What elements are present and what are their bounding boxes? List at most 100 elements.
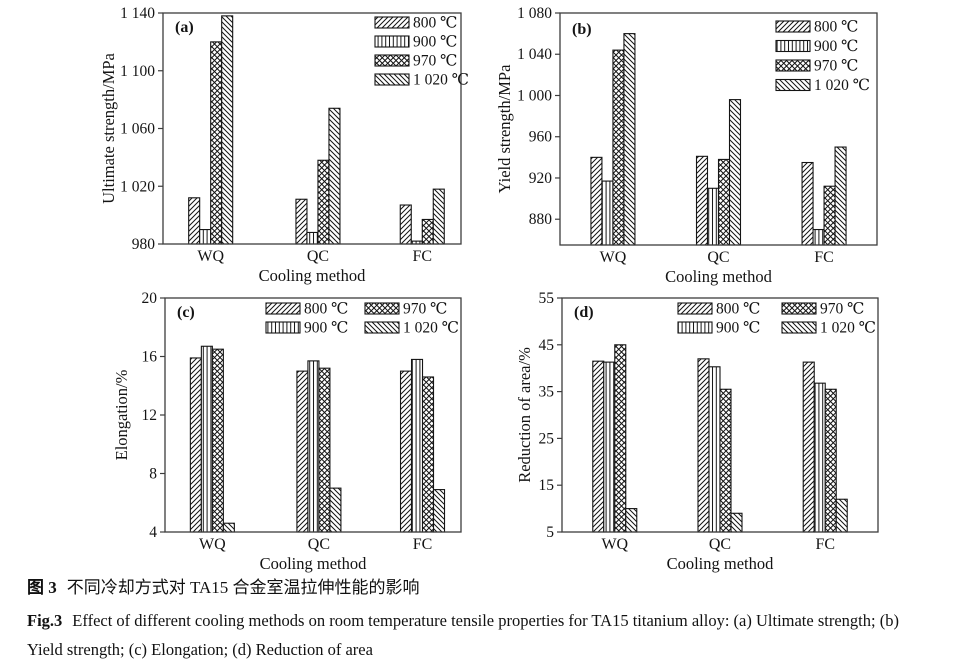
y-tick-label: 25 [539,430,555,447]
legend-item: 800 ℃ [775,19,858,36]
legend-swatch [265,321,301,334]
legend-swatch [374,73,410,86]
legend-label: 900 ℃ [814,38,858,55]
bar-fc-series0 [801,161,814,246]
bar-fc-series3 [432,188,445,245]
legend-label: 800 ℃ [716,301,760,318]
y-tick-label: 1 040 [517,46,552,63]
plot-frame [162,12,462,245]
legend-swatch [775,59,811,72]
bar-qc-series0 [296,370,309,533]
legend-label: 970 ℃ [820,301,864,318]
figure-caption: 图 3 不同冷却方式对 TA15 合金室温拉伸性能的影响 Fig.3 Effect … [27,577,935,664]
bar-qc-series2 [317,159,330,245]
bar-qc-series2 [719,388,732,533]
x-axis-title: Cooling method [259,266,367,285]
bar-qc-series0 [295,198,308,245]
caption-en-text: Effect of different cooling methods on r… [27,611,899,659]
legend-item: 970 ℃ [374,53,457,70]
chart-panel-a: 980 1 020 1 060 1 100 1 140 WQ QC FC Cooling met… [99,5,469,285]
bar-wq-series0 [592,360,605,533]
legend-swatch [677,302,713,315]
y-tick-label: 1 080 [517,5,552,22]
plot-frame [164,297,462,533]
bar-fc-series2 [823,185,836,246]
legend-item: 800 ℃ [677,301,760,318]
legend-swatch [781,302,817,315]
legend-swatch [374,16,410,29]
legend-label: 1 020 ℃ [820,320,876,337]
bar-qc-series0 [695,155,709,246]
panel-label: (b) [572,21,592,38]
y-tick-label: 15 [539,477,555,494]
x-axis-title: Cooling method [665,267,773,286]
x-category-label: WQ [601,536,628,553]
legend-item: 900 ℃ [265,320,348,337]
y-tick-label: 960 [529,129,553,146]
panel-label: (c) [177,304,195,321]
x-category-label: QC [707,249,729,266]
legend-item: 800 ℃ [265,301,348,318]
bar-fc-series3 [834,146,847,246]
legend-item: 1 020 ℃ [775,77,870,94]
plot-frame [561,297,879,533]
bar-qc-series3 [730,512,743,533]
y-tick-label: 20 [142,290,158,307]
x-category-label: FC [814,249,834,266]
bar-wq-series3 [625,508,638,533]
legend-swatch [374,35,410,48]
bar-qc-series3 [728,99,742,246]
y-tick-label: 1 140 [120,5,155,22]
x-category-label: QC [308,536,330,553]
bar-qc-series1 [306,231,319,245]
legend-label: 900 ℃ [413,34,457,51]
bar-wq-series1 [603,361,616,533]
bar-qc-series3 [328,107,341,245]
bar-wq-series3 [221,15,234,245]
y-tick-label: 1 000 [517,87,552,104]
y-tick-label: 55 [539,290,555,307]
x-category-label: WQ [197,248,224,265]
legend-item: 1 020 ℃ [364,320,459,337]
bar-fc-series2 [421,376,435,533]
caption-en: Fig.3 Effect of different cooling methods… [27,606,935,664]
x-axis-title: Cooling method [260,554,368,573]
x-category-label: FC [815,536,835,553]
y-tick-label: 45 [539,337,555,354]
legend-label: 970 ℃ [814,58,858,75]
bar-qc-series1 [706,187,720,246]
bar-wq-series0 [189,357,202,533]
legend-label: 970 ℃ [413,53,457,70]
caption-zh-text: 不同冷却方式对 TA15 合金室温拉伸性能的影响 [66,578,420,597]
y-tick-label: 980 [132,236,156,253]
bar-wq-series2 [614,344,627,533]
bar-wq-series3 [623,33,636,246]
legend-item: 1 020 ℃ [781,320,876,337]
y-axis-title: Ultimate strength/MPa [99,52,118,203]
y-tick-label: 4 [149,524,157,541]
bar-fc-series1 [812,228,825,246]
x-axis-title: Cooling method [667,554,775,573]
legend-item: 800 ℃ [374,15,457,32]
chart-panel-c: 4 8 12 16 20 WQ QC FC Cooling method Elongation/%… [112,290,462,573]
x-category-label: FC [413,536,433,553]
tensile-properties-bar-charts: 980 1 020 1 060 1 100 1 140 WQ QC FC Cooling met… [99,5,879,573]
plot-frame [559,12,878,246]
legend-item: 900 ℃ [374,34,457,51]
legend-label: 900 ℃ [304,320,348,337]
legend-label: 970 ℃ [403,301,447,318]
panel-label: (a) [175,19,194,36]
y-tick-label: 35 [539,384,555,401]
bar-qc-series1 [708,366,721,533]
x-category-label: WQ [199,536,226,553]
legend-swatch [775,39,811,53]
y-tick-label: 1 100 [120,63,155,80]
panel-label: (d) [574,304,594,321]
y-tick-label: 1 020 [120,178,155,195]
legend-swatch [374,54,410,67]
legend-label: 900 ℃ [716,320,760,337]
bar-wq-series1 [199,229,212,245]
y-tick-label: 5 [546,524,554,541]
legend-label: 1 020 ℃ [814,77,870,94]
legend-swatch [775,78,811,92]
